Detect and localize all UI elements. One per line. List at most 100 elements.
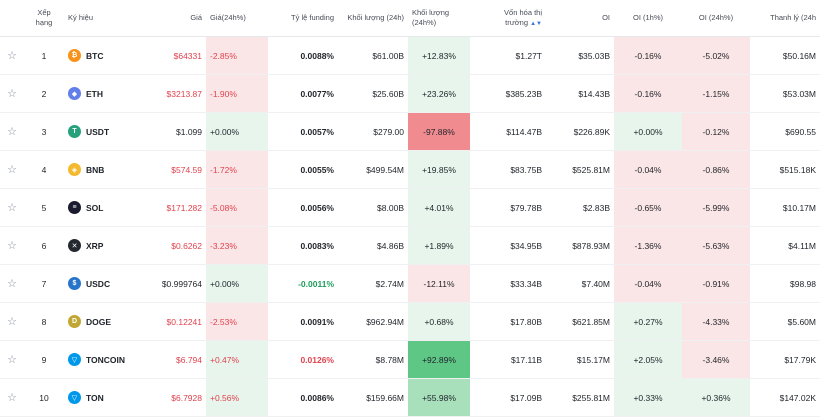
price-header[interactable]: Giá bbox=[134, 0, 206, 37]
symbol-label: TONCOIN bbox=[86, 354, 126, 365]
symbol-cell[interactable]: T USDT bbox=[64, 112, 134, 151]
volume-change-cell: -97.88% bbox=[408, 112, 470, 151]
xrp-icon: ✕ bbox=[68, 239, 81, 252]
symbol-cell[interactable]: ▽ TONCOIN bbox=[64, 340, 134, 379]
eth-icon: ◆ bbox=[68, 87, 81, 100]
funding-cell: 0.0077% bbox=[268, 74, 338, 113]
funding-cell: 0.0086% bbox=[268, 378, 338, 417]
liquidation-cell: $5.60M bbox=[750, 302, 820, 341]
liquidation-cell: $515.18K bbox=[750, 150, 820, 189]
price-change-cell: +0.00% bbox=[206, 112, 268, 151]
rank-header[interactable]: Xếp hạng bbox=[24, 0, 64, 37]
symbol-cell[interactable]: ▽ TON bbox=[64, 378, 134, 417]
sort-icon: ▲▼ bbox=[530, 20, 542, 27]
symbol-cell[interactable]: ◈ BNB bbox=[64, 150, 134, 189]
oi-1h-cell: -1.36% bbox=[614, 226, 682, 265]
volume-change-cell: +55.98% bbox=[408, 378, 470, 417]
table-row-sol[interactable]: ☆ 5 ≡ SOL $171.282 -5.08% 0.0056% $8.00B … bbox=[0, 188, 820, 227]
symbol-cell[interactable]: ✕ XRP bbox=[64, 226, 134, 265]
symbol-label: USDC bbox=[86, 278, 111, 289]
volume-change-cell: +92.89% bbox=[408, 340, 470, 379]
oi-1h-cell: +0.27% bbox=[614, 302, 682, 341]
symbol-cell[interactable]: ₿ BTC bbox=[64, 36, 134, 75]
rank-cell: 5 bbox=[24, 188, 64, 227]
price-cell: $6.794 bbox=[134, 340, 206, 379]
symbol-label: BNB bbox=[86, 164, 105, 175]
star-icon[interactable]: ☆ bbox=[7, 202, 17, 214]
symbol-cell[interactable]: ≡ SOL bbox=[64, 188, 134, 227]
liquidation-cell: $53.03M bbox=[750, 74, 820, 113]
table-row-usdc[interactable]: ☆ 7 $ USDC $0.999764 +0.00% -0.0011% $2.7… bbox=[0, 264, 820, 303]
oi-cell: $2.83B bbox=[546, 188, 614, 227]
price-cell: $6.7928 bbox=[134, 378, 206, 417]
oi-24h-header[interactable]: OI (24h%) bbox=[682, 0, 750, 37]
rank-cell: 9 bbox=[24, 340, 64, 379]
liquidation-cell: $17.79K bbox=[750, 340, 820, 379]
oi-1h-cell: +2.05% bbox=[614, 340, 682, 379]
star-icon[interactable]: ☆ bbox=[7, 392, 17, 404]
table-row-usdt[interactable]: ☆ 3 T USDT $1.099 +0.00% 0.0057% $279.00 … bbox=[0, 112, 820, 151]
volume-change-cell: +12.83% bbox=[408, 36, 470, 75]
funding-cell: 0.0055% bbox=[268, 150, 338, 189]
price-cell: $64331 bbox=[134, 36, 206, 75]
oi-cell: $621.85M bbox=[546, 302, 614, 341]
market-cap-cell: $385.23B bbox=[470, 74, 546, 113]
funding-cell: 0.0088% bbox=[268, 36, 338, 75]
oi-24h-cell: -5.63% bbox=[682, 226, 750, 265]
volume-header[interactable]: Khối lượng (24h) bbox=[338, 0, 408, 37]
volume-cell: $8.00B bbox=[338, 188, 408, 227]
table-row-toncoin[interactable]: ☆ 9 ▽ TONCOIN $6.794 +0.47% 0.0126% $8.78… bbox=[0, 340, 820, 379]
rank-cell: 4 bbox=[24, 150, 64, 189]
oi-cell: $14.43B bbox=[546, 74, 614, 113]
oi-24h-cell: +0.36% bbox=[682, 378, 750, 417]
liquidation-cell: $98.98 bbox=[750, 264, 820, 303]
oi-24h-cell: -1.15% bbox=[682, 74, 750, 113]
symbol-header[interactable]: Ký hiệu bbox=[64, 0, 134, 37]
btc-icon: ₿ bbox=[68, 49, 81, 62]
liquidation-cell: $690.55 bbox=[750, 112, 820, 151]
table-row-bnb[interactable]: ☆ 4 ◈ BNB $574.59 -1.72% 0.0055% $499.54M… bbox=[0, 150, 820, 189]
oi-1h-header[interactable]: OI (1h%) bbox=[614, 0, 682, 37]
price-change-header[interactable]: Giá(24h%) bbox=[206, 0, 268, 37]
market-cap-header[interactable]: Vốn hóa thị trường ▲▼ bbox=[470, 0, 546, 37]
liquidation-cell: $10.17M bbox=[750, 188, 820, 227]
volume-cell: $279.00 bbox=[338, 112, 408, 151]
market-cap-cell: $33.34B bbox=[470, 264, 546, 303]
funding-cell: 0.0056% bbox=[268, 188, 338, 227]
star-icon[interactable]: ☆ bbox=[7, 316, 17, 328]
volume-change-header[interactable]: Khối lượng (24h%) bbox=[408, 0, 470, 37]
volume-cell: $61.00B bbox=[338, 36, 408, 75]
funding-cell: 0.0057% bbox=[268, 112, 338, 151]
market-cap-cell: $17.09B bbox=[470, 378, 546, 417]
table-row-xrp[interactable]: ☆ 6 ✕ XRP $0.6262 -3.23% 0.0083% $4.86B +… bbox=[0, 226, 820, 265]
funding-cell: 0.0126% bbox=[268, 340, 338, 379]
price-cell: $3213.87 bbox=[134, 74, 206, 113]
market-cap-header-line1: Vốn hóa thị bbox=[504, 7, 542, 17]
symbol-cell[interactable]: ◆ ETH bbox=[64, 74, 134, 113]
table-row-ton[interactable]: ☆ 10 ▽ TON $6.7928 +0.56% 0.0086% $159.66… bbox=[0, 378, 820, 417]
symbol-cell[interactable]: $ USDC bbox=[64, 264, 134, 303]
favorite-header bbox=[0, 0, 24, 37]
star-icon[interactable]: ☆ bbox=[7, 240, 17, 252]
star-icon[interactable]: ☆ bbox=[7, 126, 17, 138]
table-header-row: Xếp hạng Ký hiệu Giá Giá(24h%) Tỷ lệ fun… bbox=[0, 0, 820, 37]
star-icon[interactable]: ☆ bbox=[7, 50, 17, 62]
table-row-eth[interactable]: ☆ 2 ◆ ETH $3213.87 -1.90% 0.0077% $25.60B… bbox=[0, 74, 820, 113]
liquidation-header[interactable]: Thanh lý (24h bbox=[750, 0, 820, 37]
oi-cell: $35.03B bbox=[546, 36, 614, 75]
star-icon[interactable]: ☆ bbox=[7, 354, 17, 366]
table-row-btc[interactable]: ☆ 1 ₿ BTC $64331 -2.85% 0.0088% $61.00B +… bbox=[0, 36, 820, 75]
oi-cell: $525.81M bbox=[546, 150, 614, 189]
funding-header[interactable]: Tỷ lệ funding bbox=[268, 0, 338, 37]
oi-header[interactable]: OI bbox=[546, 0, 614, 37]
market-cap-cell: $114.47B bbox=[470, 112, 546, 151]
star-icon[interactable]: ☆ bbox=[7, 164, 17, 176]
star-icon[interactable]: ☆ bbox=[7, 278, 17, 290]
star-icon[interactable]: ☆ bbox=[7, 88, 17, 100]
symbol-cell[interactable]: D DOGE bbox=[64, 302, 134, 341]
oi-24h-cell: -4.33% bbox=[682, 302, 750, 341]
table-row-doge[interactable]: ☆ 8 D DOGE $0.12241 -2.53% 0.0091% $962.9… bbox=[0, 302, 820, 341]
toncoin-icon: ▽ bbox=[68, 353, 81, 366]
oi-cell: $878.93M bbox=[546, 226, 614, 265]
